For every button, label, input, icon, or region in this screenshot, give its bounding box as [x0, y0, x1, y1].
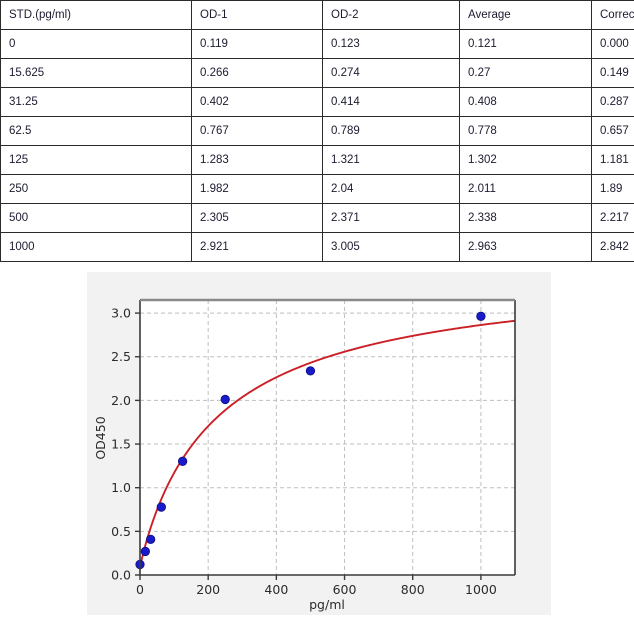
y-tick-label: 3.0	[111, 306, 131, 321]
standard-curve-figure: 0.0 0.5 1.0 1.5 2.0 2.5 3.0 0 200 400 600 800 1000 O…	[87, 272, 551, 615]
x-tick-label: 600	[333, 582, 357, 597]
cell-std: 31.25	[0, 87, 192, 117]
table-header-row: STD.(pg/ml) OD-1 OD-2 Average Corrected	[0, 0, 634, 30]
cell-average: 0.27	[459, 58, 592, 88]
y-tick-label: 1.5	[111, 437, 131, 452]
cell-std: 250	[0, 174, 192, 204]
cell-average: 0.121	[459, 29, 592, 59]
cell-od1: 0.119	[191, 29, 323, 59]
y-axis-label: OD450	[93, 416, 108, 459]
table-row: 500 2.305 2.371 2.338 2.217	[0, 203, 634, 233]
cell-std: 500	[0, 203, 192, 233]
table-row: 0 0.119 0.123 0.121 0.000	[0, 29, 634, 59]
cell-average: 0.778	[459, 116, 592, 146]
table-row: 125 1.283 1.321 1.302 1.181	[0, 145, 634, 175]
cell-od1: 0.767	[191, 116, 323, 146]
cell-od2: 2.371	[322, 203, 460, 233]
x-tick-label: 200	[196, 582, 220, 597]
cell-od1: 0.266	[191, 58, 323, 88]
cell-std: 0	[0, 29, 192, 59]
cell-average: 2.338	[459, 203, 592, 233]
cell-average: 2.011	[459, 174, 592, 204]
cell-average: 0.408	[459, 87, 592, 117]
standard-curve-chart: 0.0 0.5 1.0 1.5 2.0 2.5 3.0 0 200 400 600 800 1000 O…	[87, 272, 551, 615]
cell-od2: 0.789	[322, 116, 460, 146]
cell-corrected: 2.842	[591, 232, 634, 262]
cell-od1: 1.283	[191, 145, 323, 175]
cell-std: 62.5	[0, 116, 192, 146]
cell-corrected: 0.149	[591, 58, 634, 88]
y-tick-label: 2.5	[111, 349, 131, 364]
cell-std: 15.625	[0, 58, 192, 88]
cell-average: 2.963	[459, 232, 592, 262]
cell-od1: 1.982	[191, 174, 323, 204]
cell-corrected: 0.657	[591, 116, 634, 146]
x-tick-label: 0	[136, 582, 144, 597]
cell-std: 1000	[0, 232, 192, 262]
standards-table: STD.(pg/ml) OD-1 OD-2 Average Corrected …	[0, 0, 634, 262]
cell-od2: 0.123	[322, 29, 460, 59]
y-tick-label: 2.0	[111, 393, 131, 408]
cell-od1: 2.305	[191, 203, 323, 233]
x-tick-label: 800	[401, 582, 425, 597]
x-tick-label: 400	[264, 582, 288, 597]
table-body: 0 0.119 0.123 0.121 0.000 15.625 0.266 0…	[0, 29, 634, 262]
cell-od2: 1.321	[322, 145, 460, 175]
cell-od2: 0.414	[322, 87, 460, 117]
y-tick-label: 0.0	[111, 568, 131, 583]
table-row: 31.25 0.402 0.414 0.408 0.287	[0, 87, 634, 117]
table-row: 62.5 0.767 0.789 0.778 0.657	[0, 116, 634, 146]
cell-corrected: 1.89	[591, 174, 634, 204]
cell-corrected: 0.287	[591, 87, 634, 117]
cell-corrected: 0.000	[591, 29, 634, 59]
cell-average: 1.302	[459, 145, 592, 175]
tick-labels: 0.0 0.5 1.0 1.5 2.0 2.5 3.0 0 200 400 600 800 1000	[111, 306, 497, 597]
column-header-average: Average	[459, 0, 592, 30]
y-tick-label: 0.5	[111, 524, 131, 539]
plot-area-background	[140, 300, 515, 575]
column-header-std: STD.(pg/ml)	[0, 0, 192, 30]
axes	[139, 298, 516, 576]
cell-od1: 2.921	[191, 232, 323, 262]
cell-od2: 2.04	[322, 174, 460, 204]
table-row: 250 1.982 2.04 2.011 1.89	[0, 174, 634, 204]
cell-std: 125	[0, 145, 192, 175]
cell-od1: 0.402	[191, 87, 323, 117]
x-tick-label: 1000	[465, 582, 497, 597]
table-row: 15.625 0.266 0.274 0.27 0.149	[0, 58, 634, 88]
column-header-od1: OD-1	[191, 0, 323, 30]
cell-corrected: 2.217	[591, 203, 634, 233]
data-points	[135, 311, 486, 570]
cell-corrected: 1.181	[591, 145, 634, 175]
table-row: 1000 2.921 3.005 2.963 2.842	[0, 232, 634, 262]
column-header-corrected: Corrected	[591, 0, 634, 30]
cell-od2: 0.274	[322, 58, 460, 88]
fitted-curve	[139, 319, 516, 568]
gridlines	[140, 300, 515, 576]
y-tick-label: 1.0	[111, 480, 131, 495]
x-axis-label: pg/ml	[309, 597, 345, 612]
column-header-od2: OD-2	[322, 0, 460, 30]
cell-od2: 3.005	[322, 232, 460, 262]
